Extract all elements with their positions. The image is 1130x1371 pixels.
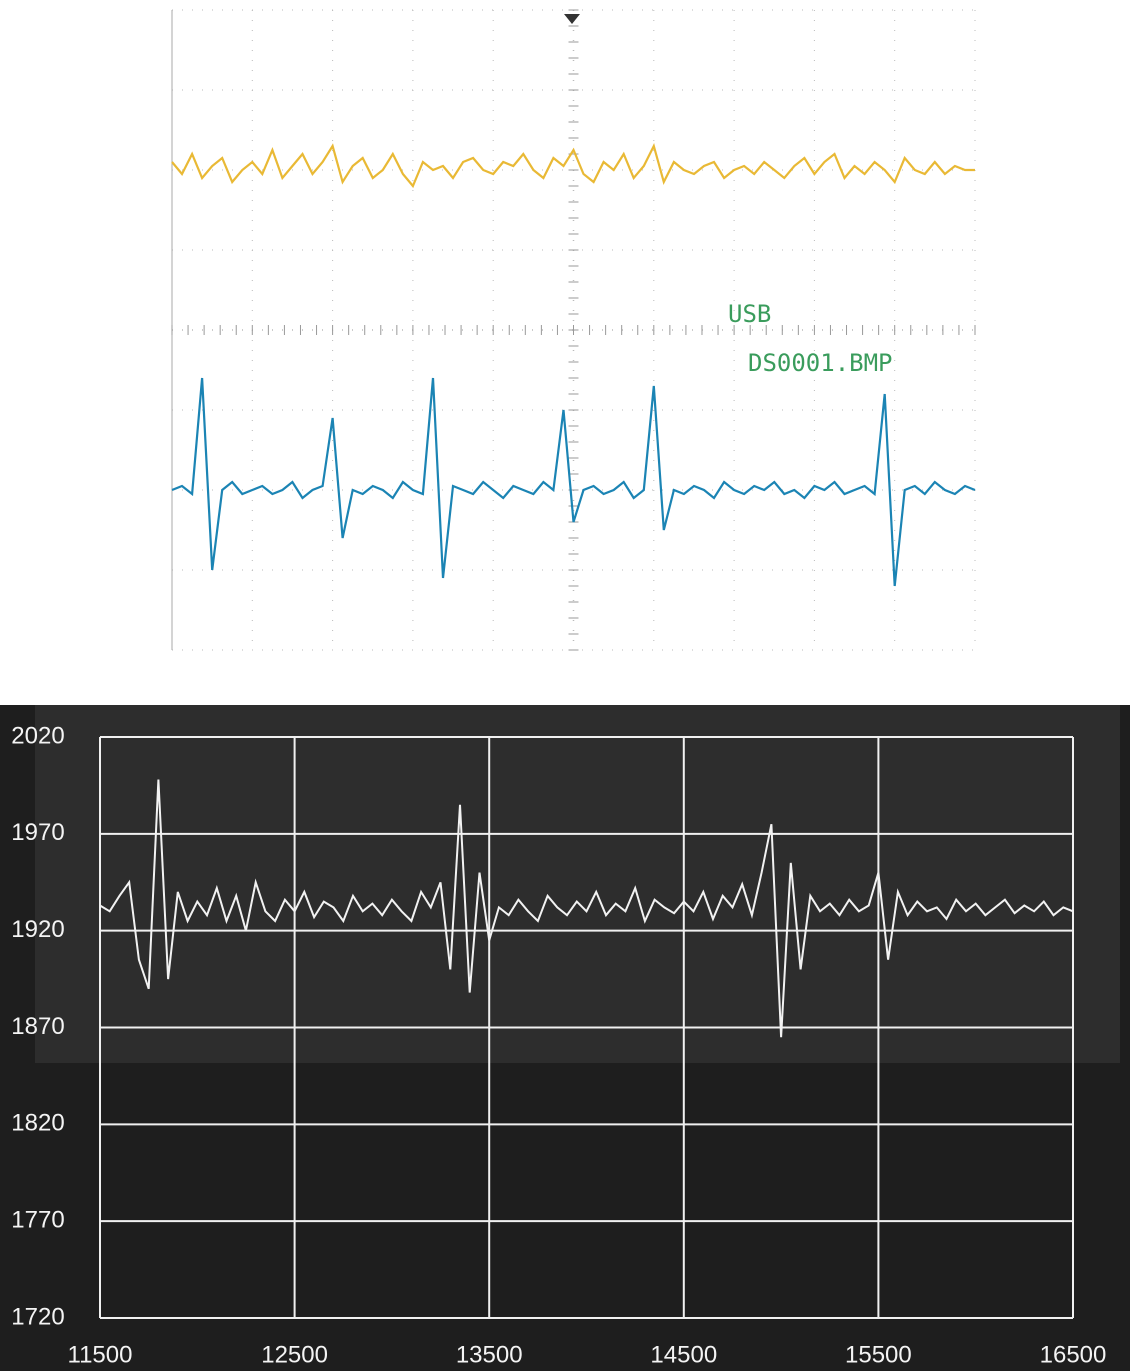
y-tick-label: 1870 — [11, 1013, 64, 1040]
annotation: DS0001.BMP — [748, 349, 893, 377]
x-tick-label: 11500 — [68, 1341, 133, 1368]
watermark-shade — [35, 705, 1120, 1063]
y-tick-label: 2020 — [11, 722, 64, 749]
x-tick-label: 12500 — [261, 1341, 328, 1368]
x-tick-label: 14500 — [650, 1341, 717, 1368]
y-tick-label: 1770 — [11, 1207, 64, 1234]
x-tick-label: 15500 — [845, 1341, 912, 1368]
y-tick-label: 1720 — [11, 1303, 64, 1330]
y-tick-label: 1920 — [11, 916, 64, 943]
annotation: USB — [728, 300, 771, 328]
page: 1720 1770 1820 1870 1920 1970 2020 11500 12500 13… — [0, 0, 1130, 1371]
y-tick-label: 1820 — [11, 1110, 64, 1137]
y-tick-label: 1970 — [11, 819, 64, 846]
x-tick-label: 16500 — [1040, 1341, 1107, 1368]
scope-background — [0, 0, 1130, 705]
x-tick-label: 13500 — [456, 1341, 523, 1368]
